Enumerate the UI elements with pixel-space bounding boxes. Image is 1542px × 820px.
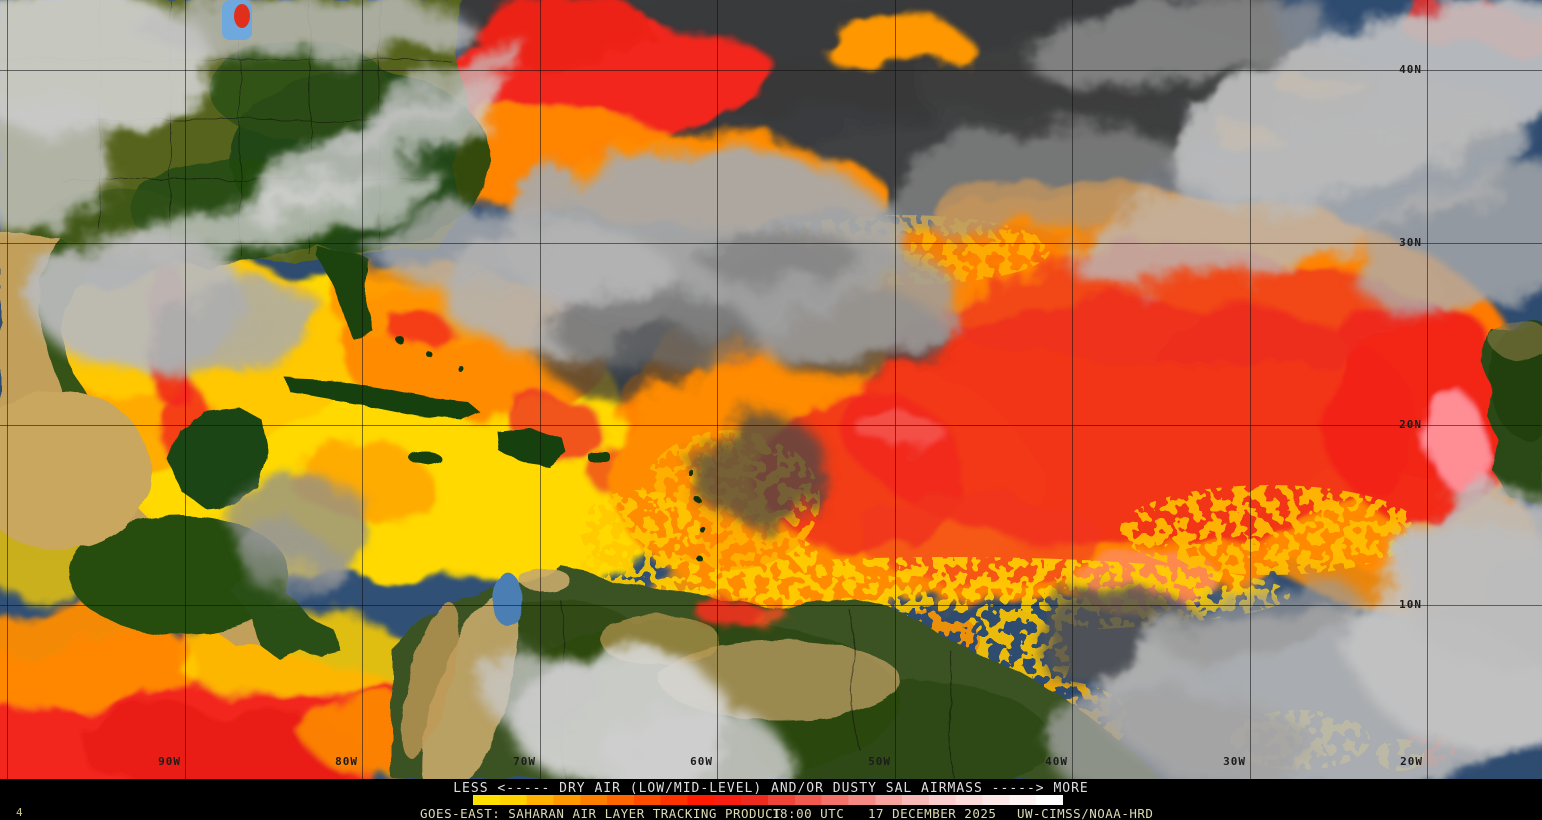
legend-title: LESS <----- DRY AIR (LOW/MID-LEVEL) AND/… (453, 781, 1089, 796)
product-date: 17 DECEMBER 2025 (868, 806, 997, 820)
product-time: 18:00 UTC (772, 806, 845, 820)
satellite-imagery (0, 0, 1542, 779)
product-credit: UW-CIMSS/NOAA-HRD (1017, 806, 1154, 820)
corner-mark: 4 (16, 806, 24, 819)
colorbar (473, 795, 1063, 805)
product-name: GOES-EAST: SAHARAN AIR LAYER TRACKING PR… (420, 806, 782, 820)
satellite-map: 90W 80W 70W 60W 50W 40W 30W 20W 40N 30N 20N 10N (0, 0, 1542, 779)
